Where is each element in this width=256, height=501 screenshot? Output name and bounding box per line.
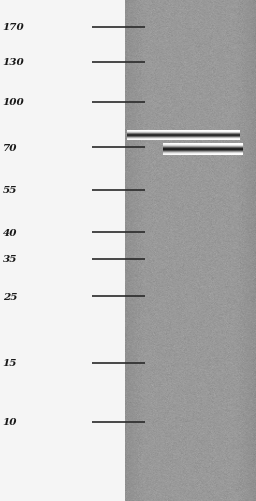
FancyBboxPatch shape (0, 0, 125, 501)
Text: 15: 15 (3, 359, 17, 368)
Text: 55: 55 (3, 186, 17, 195)
Text: 40: 40 (3, 228, 17, 237)
Text: 100: 100 (3, 98, 24, 107)
Text: 170: 170 (3, 23, 24, 32)
Text: 25: 25 (3, 292, 17, 301)
Text: 70: 70 (3, 143, 17, 152)
Text: 35: 35 (3, 255, 17, 264)
Text: 130: 130 (3, 58, 24, 67)
Text: 10: 10 (3, 417, 17, 426)
